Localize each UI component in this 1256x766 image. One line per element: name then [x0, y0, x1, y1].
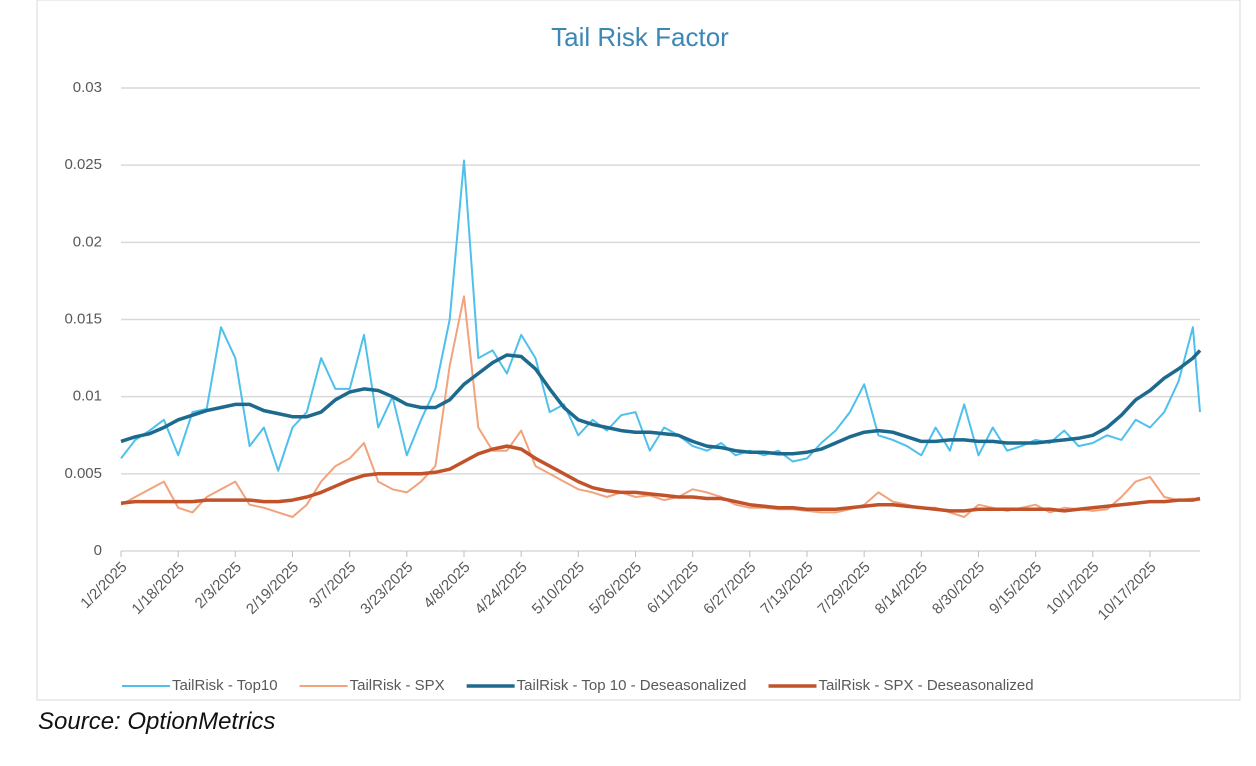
chart-frame [36, 0, 1241, 701]
legend-label: TailRisk - SPX [350, 677, 445, 694]
y-tick-label: 0.03 [73, 79, 102, 96]
y-tick-label: 0 [94, 542, 102, 559]
legend-label: TailRisk - SPX - Deseasonalized [818, 677, 1033, 694]
chart-title: Tail Risk Factor [551, 22, 729, 52]
series-line [120, 444, 1201, 513]
y-tick-label: 0.005 [64, 465, 102, 482]
legend-label: TailRisk - Top 10 - Deseasonalized [517, 677, 747, 694]
y-tick-label: 0.01 [73, 388, 102, 405]
series-line [120, 349, 1202, 456]
chart: Tail Risk Factor 0 0.005 0.01 0.015 0.02 0.02… [36, 0, 1241, 701]
source-note: Source: OptionMetrics [38, 708, 276, 735]
y-tick-label: 0.02 [73, 233, 102, 250]
y-tick-label: 0.015 [64, 310, 102, 327]
legend-label: TailRisk - Top10 [172, 677, 278, 694]
series-line [120, 295, 1201, 518]
y-tick-label: 0.025 [64, 156, 102, 173]
